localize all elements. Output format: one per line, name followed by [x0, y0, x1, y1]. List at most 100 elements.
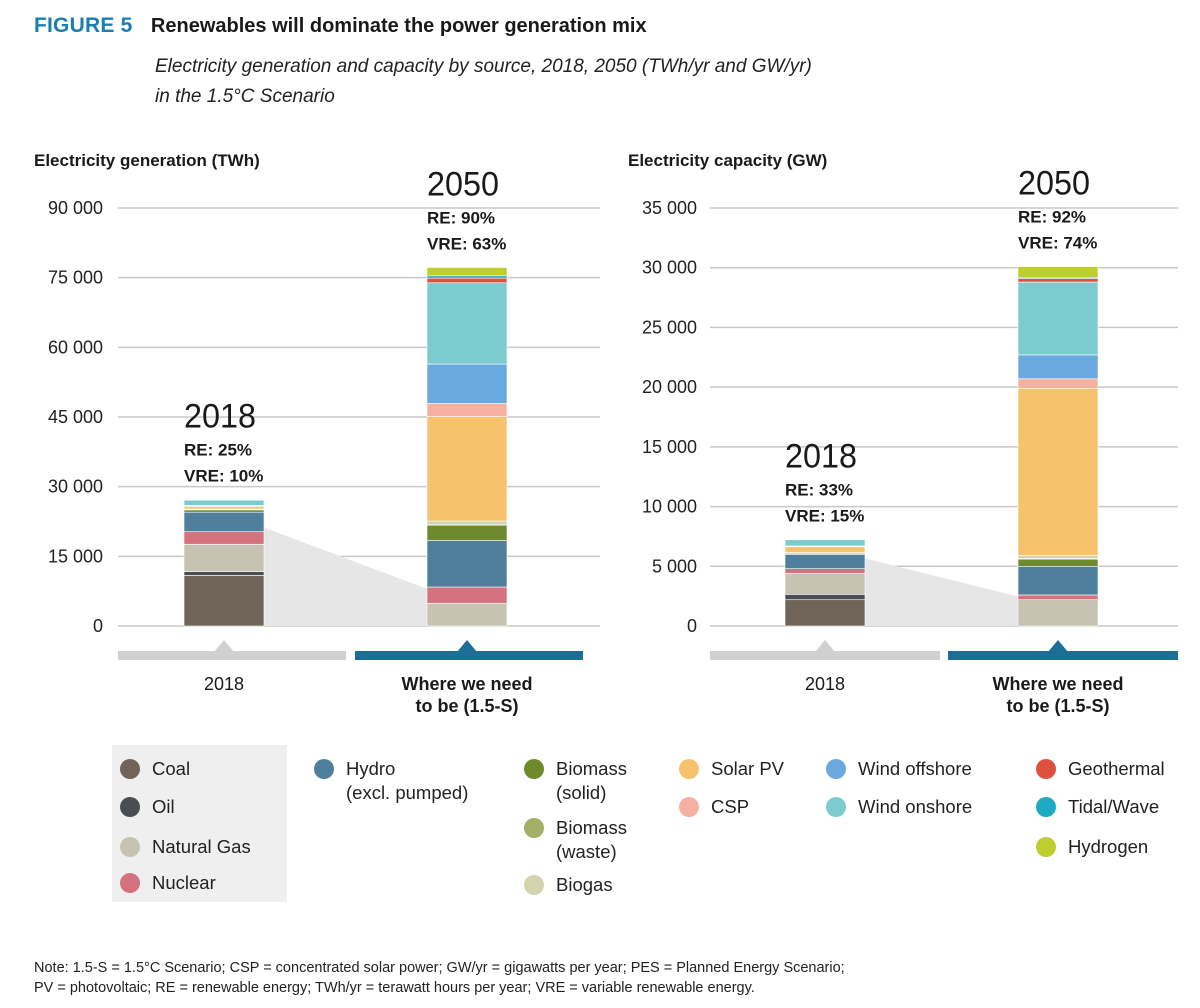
capacity-chart-title: Electricity capacity (GW)	[628, 151, 827, 170]
legend-label: Hydrogen	[1068, 836, 1149, 857]
generation-bar-vre-label: VRE: 63%	[427, 234, 506, 253]
generation-chart-title: Electricity generation (TWh)	[34, 151, 260, 170]
capacity-bar-segment-coal	[784, 599, 866, 627]
legend-swatch	[1036, 759, 1056, 779]
footnote: Note: 1.5-S = 1.5°C Scenario; CSP = conc…	[34, 958, 1174, 998]
legend-item-coal: Coal	[120, 757, 190, 781]
legend-swatch	[1036, 837, 1056, 857]
legend-swatch	[524, 759, 544, 779]
capacity-bar-segment-natural-gas	[1017, 599, 1099, 627]
capacity-x-category-label: 2018	[805, 674, 845, 694]
legend-item-tidal-wave: Tidal/Wave	[1036, 795, 1159, 819]
capacity-bar-segment-wind-offshore	[1017, 354, 1099, 380]
footnote-line-1: Note: 1.5-S = 1.5°C Scenario; CSP = conc…	[34, 960, 845, 976]
generation-bar-segment-wind-onshore	[183, 499, 265, 506]
generation-bar-segment-geothermal	[183, 499, 265, 501]
legend-label: Geothermal	[1068, 758, 1165, 779]
legend-swatch	[1036, 797, 1056, 817]
legend-item-biomass-solid-: Biomass (solid)	[524, 757, 627, 805]
legend-item-csp: CSP	[679, 795, 749, 819]
capacity-y-tick-label: 35 000	[642, 198, 697, 218]
generation-category-marker	[214, 640, 234, 652]
generation-y-tick-label: 45 000	[48, 407, 103, 427]
capacity-bar-vre-label: VRE: 74%	[1018, 234, 1097, 253]
capacity-bar-segment-hydro	[784, 554, 866, 569]
capacity-bar-re-label: RE: 33%	[785, 480, 853, 499]
generation-y-tick-label: 90 000	[48, 198, 103, 218]
legend-swatch	[524, 818, 544, 838]
capacity-chart: Electricity capacity (GW) 0 5 000 10 000 15 …	[628, 151, 1178, 716]
generation-bar-re-label: RE: 90%	[427, 208, 495, 227]
generation-bar-year-label: 2018	[184, 398, 256, 436]
generation-bar-segment-hydro	[183, 511, 265, 533]
legend-label: Tidal/Wave	[1068, 796, 1160, 817]
capacity-y-tick-label: 0	[687, 616, 697, 636]
figure-label: FIGURE 5	[34, 14, 133, 37]
generation-bar-segment-hydro	[426, 540, 508, 588]
legend-swatch	[120, 837, 140, 857]
capacity-bar-segment-biomass-solid-	[1017, 558, 1099, 567]
legend-label: Oil	[152, 796, 175, 817]
legend-label: Wind offshore	[858, 758, 972, 779]
generation-y-tick-label: 0	[93, 616, 103, 636]
capacity-category-marker	[815, 640, 835, 652]
capacity-bar-segment-nuclear	[784, 568, 866, 574]
generation-bar-segment-oil	[183, 571, 265, 576]
legend-item-hydro: Hydro (excl. pumped)	[314, 757, 468, 805]
subtitle-line-2: in the 1.5°C Scenario	[155, 86, 335, 107]
legend-item-wind-onshore: Wind onshore	[826, 795, 972, 819]
capacity-bar-segment-hydrogen	[1017, 266, 1099, 278]
figure-title: Renewables will dominate the power gener…	[150, 15, 647, 37]
capacity-bar-vre-label: VRE: 15%	[785, 506, 864, 525]
generation-y-tick-label: 75 000	[48, 268, 103, 288]
legend-label: Hydro (excl. pumped)	[346, 758, 469, 803]
capacity-y-tick-label: 5 000	[652, 556, 697, 576]
generation-bar-segment-solar-pv	[426, 416, 508, 522]
legend-swatch	[314, 759, 334, 779]
generation-transition-wedge	[264, 527, 427, 626]
generation-y-tick-label: 15 000	[48, 546, 103, 566]
legend-item-natural-gas: Natural Gas	[120, 835, 251, 859]
capacity-bar-segment-biogas	[1017, 555, 1099, 559]
legend-swatch	[679, 759, 699, 779]
legend-swatch	[679, 797, 699, 817]
capacity-bar-segment-natural-gas	[784, 573, 866, 595]
capacity-category-marker	[1048, 640, 1068, 652]
capacity-bar-segment-wind-onshore	[784, 539, 866, 547]
legend-label: Biomass (solid)	[556, 758, 627, 803]
legend-item-biomass-waste-: Biomass (waste)	[524, 816, 627, 864]
capacity-y-tick-label: 15 000	[642, 437, 697, 457]
capacity-y-tick-label: 25 000	[642, 317, 697, 337]
legend-swatch	[120, 873, 140, 893]
generation-bar-segment-hydrogen	[426, 267, 508, 277]
capacity-bar-segment-nuclear	[1017, 594, 1099, 601]
figure-header: FIGURE 5 Renewables will dominate the po…	[34, 14, 647, 38]
legend-fossil-background	[112, 745, 287, 902]
legend-label: Solar PV	[711, 758, 785, 779]
generation-bar-segment-biomass-solid-	[426, 524, 508, 541]
capacity-bar-segment-oil	[784, 594, 866, 601]
legend-item-geothermal: Geothermal	[1036, 757, 1165, 781]
generation-bar-segment-geothermal	[426, 277, 508, 284]
legend-swatch	[826, 759, 846, 779]
generation-y-tick-label: 30 000	[48, 477, 103, 497]
capacity-y-tick-label: 10 000	[642, 497, 697, 517]
figure-subtitle: Electricity generation and capacity by s…	[155, 52, 1055, 112]
legend-label: Natural Gas	[152, 836, 251, 857]
legend-label: Biogas	[556, 874, 613, 895]
footnote-line-2: PV = photovoltaic; RE = renewable energy…	[34, 980, 755, 996]
legend-label: Biomass (waste)	[556, 817, 627, 862]
capacity-category-strip	[948, 651, 1178, 660]
generation-bar-vre-label: VRE: 10%	[184, 467, 263, 486]
generation-bar-segment-csp	[426, 403, 508, 417]
capacity-bar-segment-csp	[1017, 378, 1099, 389]
capacity-bar-segment-solar-pv	[1017, 388, 1099, 556]
generation-x-category-label: 2018	[204, 674, 244, 694]
capacity-bar-year-label: 2018	[785, 437, 857, 475]
generation-chart: Electricity generation (TWh) 0 15 000 30 00…	[34, 151, 600, 716]
generation-x-category-label: Where we need to be (1.5-S)	[401, 674, 532, 716]
generation-bar-segment-coal	[183, 575, 265, 627]
generation-bar-segment-wind-onshore	[426, 282, 508, 365]
legend-item-wind-offshore: Wind offshore	[826, 757, 972, 781]
capacity-bar-re-label: RE: 92%	[1018, 208, 1086, 227]
